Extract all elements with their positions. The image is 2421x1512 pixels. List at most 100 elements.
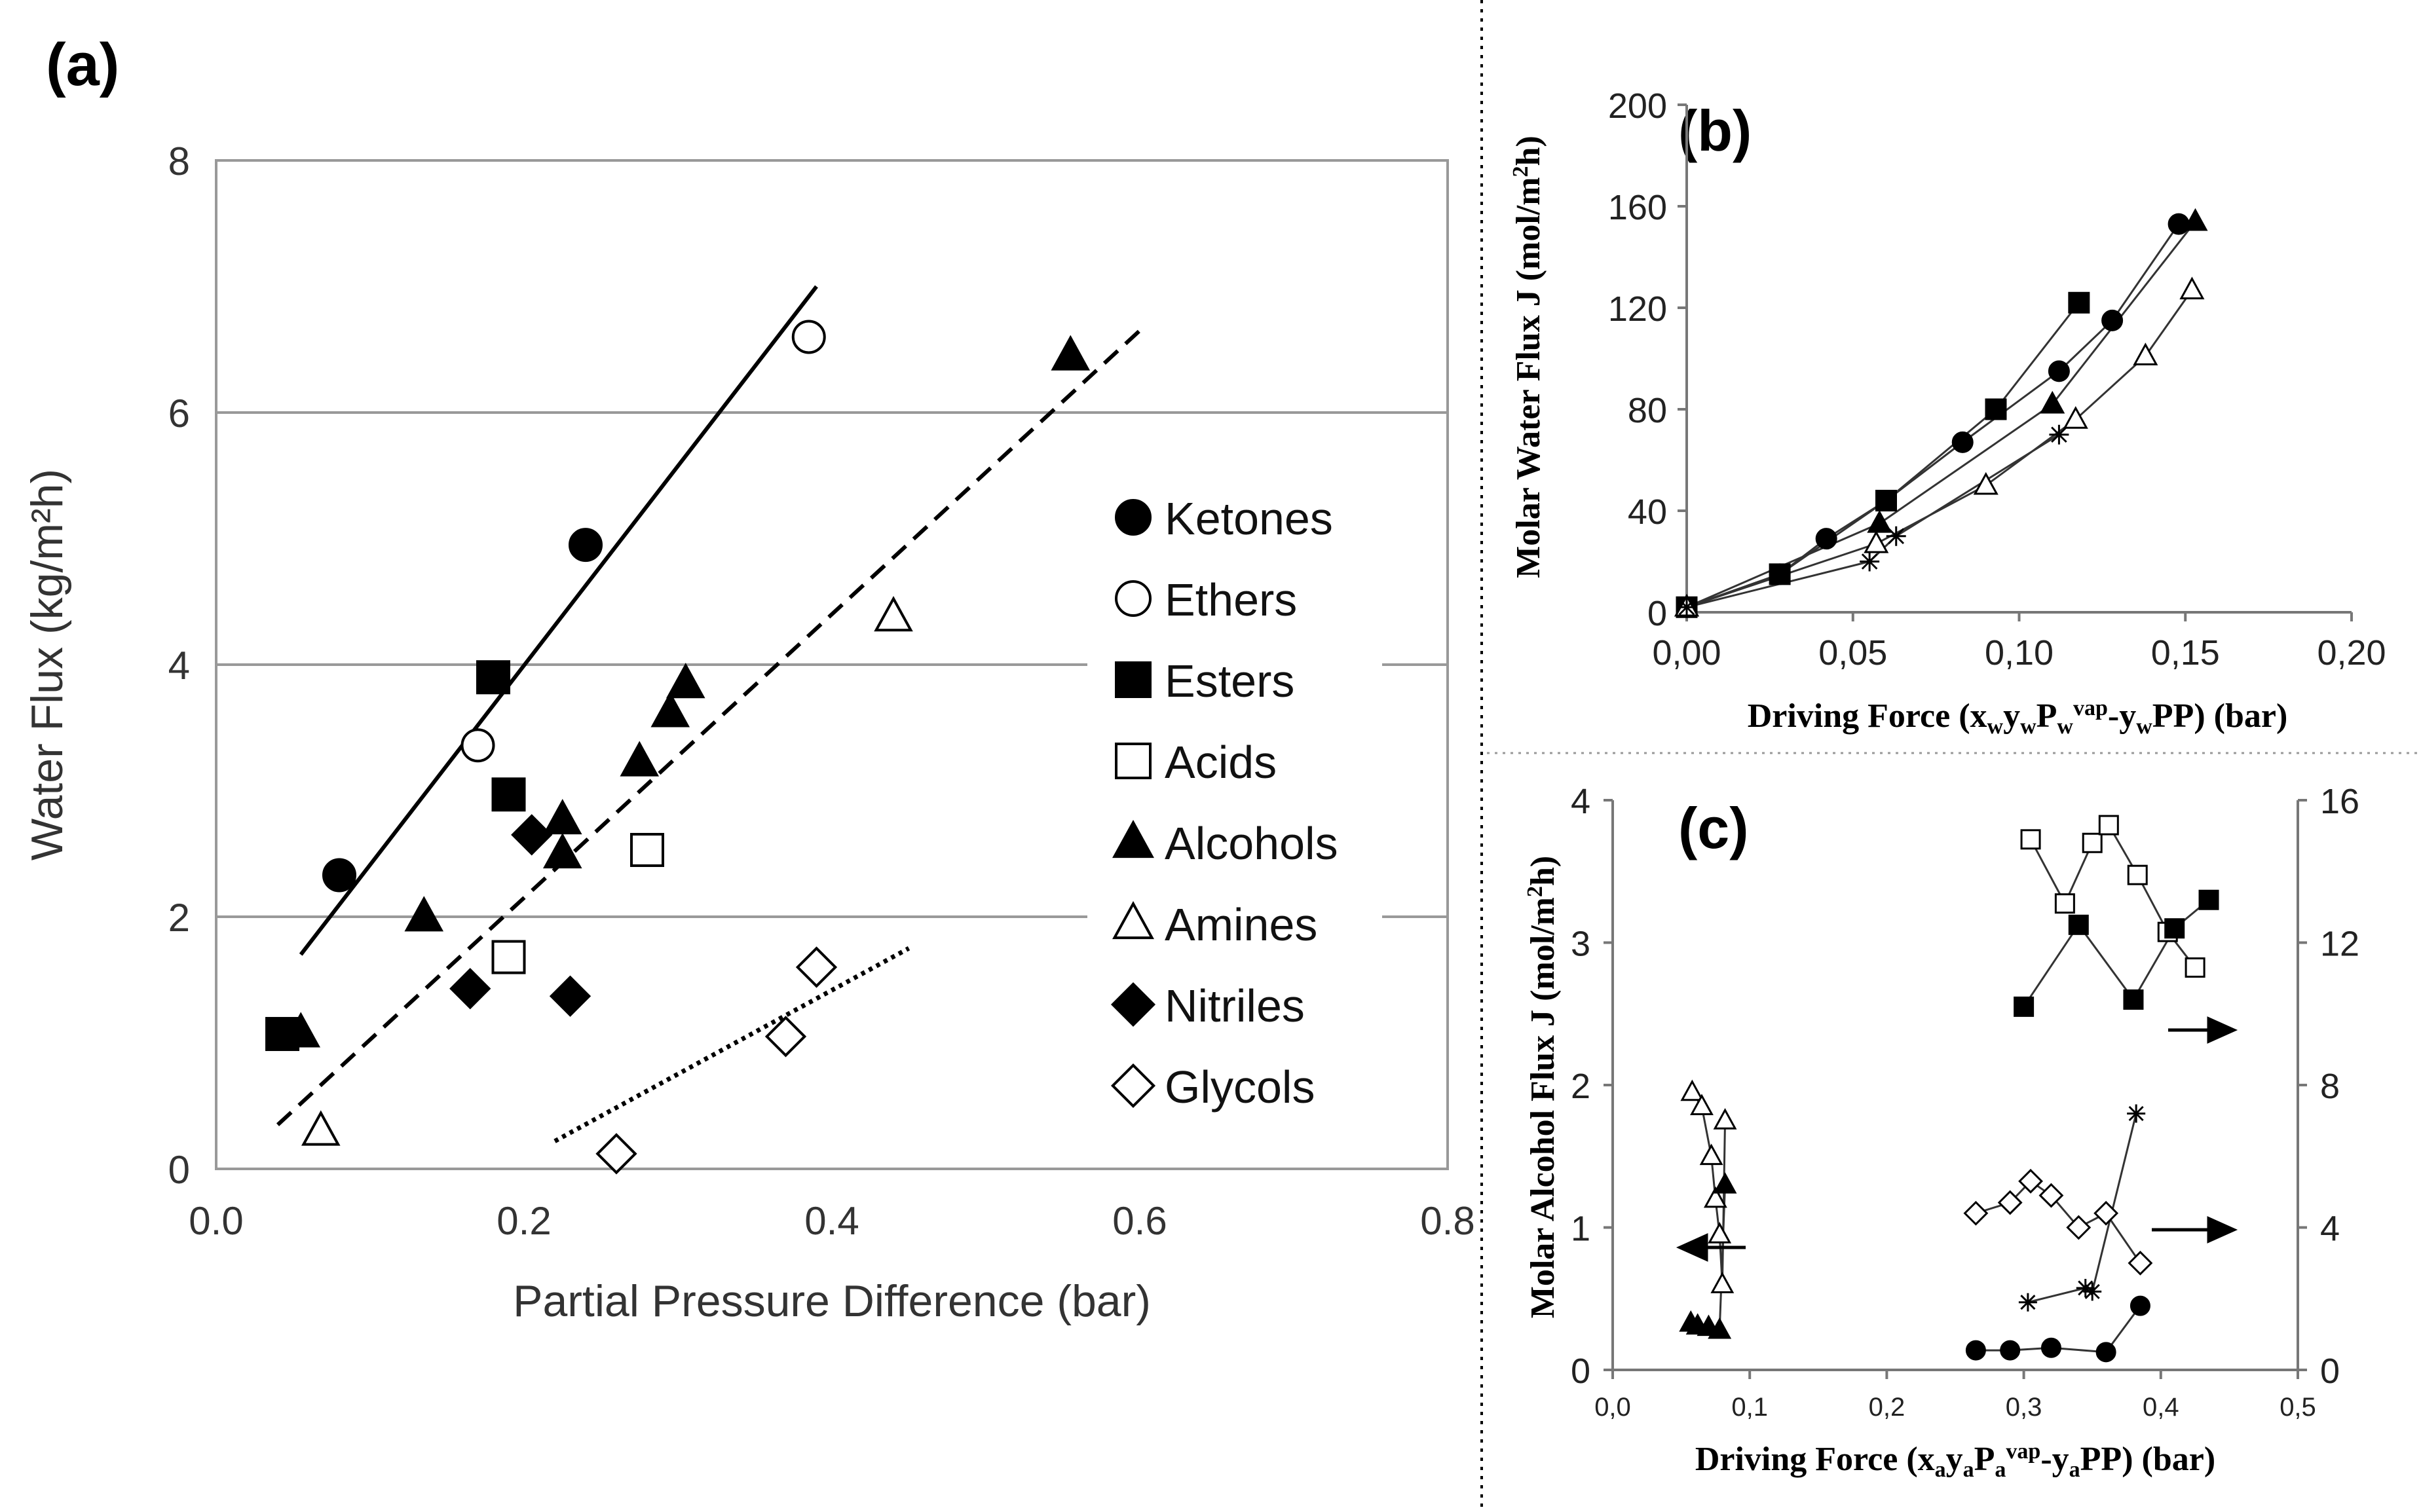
trendline-dashed xyxy=(276,329,1142,1126)
point-filled-triangle xyxy=(1708,1317,1732,1339)
point-filled-circle xyxy=(2040,1337,2061,1358)
point-filled-triangle xyxy=(1713,1172,1737,1194)
point-star xyxy=(1886,526,1906,546)
point-amines xyxy=(874,596,913,632)
y-tick-label: 0 xyxy=(1647,594,1667,633)
point-star xyxy=(2083,1282,2102,1301)
point-ketones xyxy=(322,858,356,893)
point-star xyxy=(1860,551,1880,572)
panel-b-series-lines xyxy=(1686,221,2196,608)
x-tick-label: 0,05 xyxy=(1818,633,1887,673)
y-tick-label: 0 xyxy=(168,1148,190,1192)
point-open-diamond xyxy=(1963,1200,1989,1226)
point-open-triangle xyxy=(1690,1094,1714,1116)
legend-marker-alcohols xyxy=(1112,819,1154,858)
panel-a-points xyxy=(265,320,1091,1175)
point-open-diamond xyxy=(2018,1168,2043,1194)
point-filled-circle xyxy=(1951,431,1974,453)
point-alcohols xyxy=(404,896,444,932)
point-filled-triangle xyxy=(2183,208,2208,231)
y-tick-label: 4 xyxy=(168,644,190,688)
point-open-triangle xyxy=(1973,471,1999,495)
panel-a-y-tick-labels: 0 2 4 6 8 xyxy=(168,139,190,1192)
point-filled-circle xyxy=(2168,213,2190,235)
y-tick-label: 3 xyxy=(1571,925,1590,964)
series-line-open-triangle xyxy=(1686,289,2193,608)
point-ethers xyxy=(791,320,826,354)
panel-b-ticks: 0 40 80 120 160 200 0,00 0,05 0,10 0,15 0,20 xyxy=(1608,86,2386,673)
y2-tick-label: 0 xyxy=(2320,1352,2340,1391)
point-open-square xyxy=(2098,815,2119,836)
x-tick-label: 0,1 xyxy=(1731,1393,1768,1422)
point-open-square xyxy=(2054,893,2075,914)
point-acids xyxy=(491,940,526,974)
y2-tick-label: 12 xyxy=(2320,925,2359,964)
point-filled-circle xyxy=(2130,1295,2150,1316)
point-star xyxy=(2049,424,2069,445)
legend-label-esters: Esters xyxy=(1165,655,1294,707)
x-tick-label: 0,4 xyxy=(2143,1393,2179,1422)
y-tick-label: 0 xyxy=(1571,1352,1590,1391)
point-alcohols xyxy=(650,691,690,728)
right-axis-arrowhead-lower xyxy=(2207,1216,2238,1244)
legend-marker-ethers xyxy=(1115,580,1152,617)
point-open-triangle xyxy=(1703,1186,1727,1208)
point-acids xyxy=(630,832,664,867)
point-alcohols xyxy=(1051,335,1091,371)
panel-b-points xyxy=(1674,208,2208,618)
point-filled-circle xyxy=(1965,1340,1986,1361)
point-ethers xyxy=(460,728,495,763)
point-alcohols xyxy=(666,663,705,699)
y2-tick-label: 4 xyxy=(2320,1209,2340,1249)
legend-label-ethers: Ethers xyxy=(1165,574,1297,625)
legend-label-alcohols: Alcohols xyxy=(1165,818,1338,869)
legend-marker-nitriles xyxy=(1110,982,1156,1027)
series-line-filled-square xyxy=(1686,302,2080,608)
legend-label-acids: Acids xyxy=(1165,737,1277,788)
panel-b-y-axis-label: Molar Water Flux J (mol/m2h) xyxy=(1509,136,1547,578)
y-tick-label: 8 xyxy=(168,139,190,183)
point-alcohols xyxy=(542,799,582,835)
y-tick-label: 6 xyxy=(168,392,190,435)
point-filled-circle xyxy=(2095,1342,2116,1363)
y-tick-label: 2 xyxy=(1571,1067,1590,1106)
panel-c-points xyxy=(1679,815,2219,1363)
x-tick-label: 0,2 xyxy=(1869,1393,1905,1422)
trendline-solid xyxy=(299,285,818,956)
point-open-square xyxy=(2127,864,2148,885)
point-filled-triangle xyxy=(1867,510,1892,533)
point-open-triangle xyxy=(2063,406,2088,429)
series-line-filled-circle xyxy=(1686,223,2180,608)
x-tick-label: 0.2 xyxy=(497,1199,551,1243)
point-open-triangle xyxy=(1864,530,1889,553)
point-open-triangle xyxy=(1680,1079,1704,1101)
series-line-filled-triangle xyxy=(1686,221,2196,608)
point-filled-circle xyxy=(2048,360,2070,382)
point-open-square xyxy=(2020,829,2041,850)
x-tick-label: 0.8 xyxy=(1420,1199,1474,1243)
panel-c-arrows xyxy=(1676,1016,2238,1262)
point-amines xyxy=(301,1110,341,1146)
panel-a-trendlines xyxy=(276,285,1142,1143)
x-tick-label: 0,15 xyxy=(2151,633,2220,673)
point-open-triangle xyxy=(2179,276,2205,300)
panel-c-x-axis-label: Driving Force (xayaPavap-yaPP) (bar) xyxy=(1695,1439,2215,1482)
panel-a-legend: Ketones Ethers Esters Acids Alcohols Amines Ni… xyxy=(1087,481,1382,1120)
point-filled-square xyxy=(1985,398,2007,420)
right-axis-arrowhead-upper xyxy=(2207,1016,2238,1044)
x-tick-label: 0.0 xyxy=(189,1199,243,1243)
x-tick-label: 0,0 xyxy=(1594,1393,1631,1422)
point-filled-square xyxy=(1875,490,1897,511)
panel-a: (a) 0.0 0.2 0.4 0.6 0.8 0 2 4 6 8 Ketones Ethers E… xyxy=(22,31,1475,1326)
point-ketones xyxy=(569,528,603,562)
panel-c-y-axis-label: Molar Alcohol Flux J (mol/m2h) xyxy=(1523,856,1562,1318)
point-open-triangle xyxy=(1708,1222,1732,1244)
legend-marker-glycols xyxy=(1110,1063,1156,1109)
panel-a-x-tick-labels: 0.0 0.2 0.4 0.6 0.8 xyxy=(189,1199,1474,1243)
x-tick-label: 0,20 xyxy=(2317,633,2386,673)
point-star xyxy=(2018,1293,2037,1312)
legend-marker-acids xyxy=(1115,743,1152,779)
